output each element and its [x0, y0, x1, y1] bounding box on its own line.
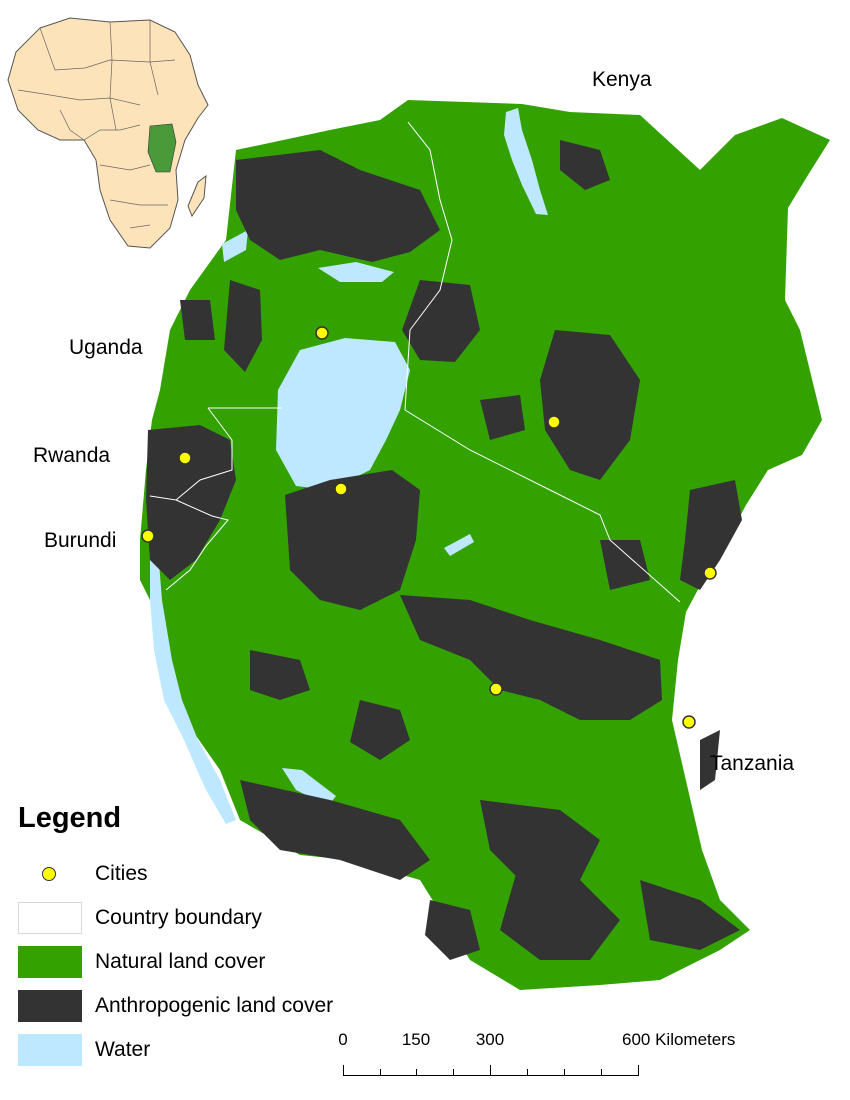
scale-bar: 0 150 300 600 Kilometers — [330, 1030, 770, 1080]
lake-eyasi — [444, 534, 474, 556]
anthro-swatch — [18, 990, 82, 1022]
east-africa-highlight — [147, 123, 177, 173]
city-marker[interactable] — [547, 415, 561, 429]
legend-label-water: Water — [95, 1038, 151, 1061]
legend-label-natural: Natural land cover — [95, 950, 266, 973]
city-marker[interactable] — [703, 566, 717, 580]
africa-inset-map — [7, 17, 209, 249]
city-marker[interactable] — [489, 682, 503, 696]
scale-label-600: 600 Kilometers — [622, 1030, 736, 1049]
legend-label-anthro: Anthropogenic land cover — [95, 994, 334, 1017]
legend-item-boundary: Country boundary — [18, 902, 398, 936]
scale-tick — [343, 1065, 344, 1076]
scale-tick — [380, 1069, 381, 1076]
madagascar — [187, 174, 207, 218]
legend-item-water: Water — [18, 1034, 398, 1068]
label-kenya: Kenya — [592, 68, 652, 91]
scale-line — [343, 1075, 639, 1076]
scale-label-150: 150 — [401, 1030, 431, 1049]
lake-tanganyika — [150, 545, 236, 824]
natural-land-cover — [140, 100, 830, 990]
land-cover-map — [140, 100, 830, 990]
scale-tick — [638, 1065, 639, 1076]
label-uganda: Uganda — [69, 336, 143, 359]
legend-title: Legend — [18, 802, 122, 834]
boundary-kenya-uganda — [404, 121, 453, 411]
scale-tick — [490, 1065, 491, 1076]
legend-item-cities: Cities — [18, 858, 398, 892]
legend-label-boundary: Country boundary — [95, 906, 262, 929]
label-rwanda: Rwanda — [33, 444, 111, 467]
scale-tick — [564, 1069, 565, 1076]
scale-tick — [416, 1069, 417, 1076]
scale-tick — [527, 1069, 528, 1076]
city-markers — [141, 326, 717, 729]
city-marker[interactable] — [682, 715, 696, 729]
legend-item-natural: Natural land cover — [18, 946, 398, 980]
city-dot-icon — [42, 867, 56, 881]
boundary-kenya-tanzania — [404, 409, 681, 603]
scale-label-300: 300 — [475, 1030, 505, 1049]
natural-swatch — [18, 946, 82, 978]
boundary-rwanda — [149, 407, 233, 501]
boundary-burundi — [165, 499, 229, 591]
water-swatch — [18, 1034, 82, 1066]
lake-rukwa — [282, 768, 336, 806]
scale-label-0: 0 — [338, 1030, 348, 1049]
lake-kyoga — [318, 262, 394, 282]
legend-label-cities: Cities — [95, 862, 148, 885]
city-marker[interactable] — [178, 451, 192, 465]
label-tanzania: Tanzania — [710, 752, 795, 775]
city-marker[interactable] — [334, 482, 348, 496]
city-marker[interactable] — [315, 326, 329, 340]
label-burundi: Burundi — [44, 529, 117, 552]
lake-turkana — [504, 108, 548, 215]
map-legend: Legend Cities Country boundary Natural l… — [18, 800, 398, 1080]
africa-landmass — [7, 17, 209, 249]
legend-item-anthro: Anthropogenic land cover — [18, 990, 398, 1024]
lake-victoria — [276, 338, 410, 490]
lake-albert — [222, 230, 248, 262]
city-marker[interactable] — [141, 529, 155, 543]
scale-tick — [601, 1069, 602, 1076]
scale-tick — [453, 1069, 454, 1076]
boundary-swatch — [18, 902, 82, 934]
